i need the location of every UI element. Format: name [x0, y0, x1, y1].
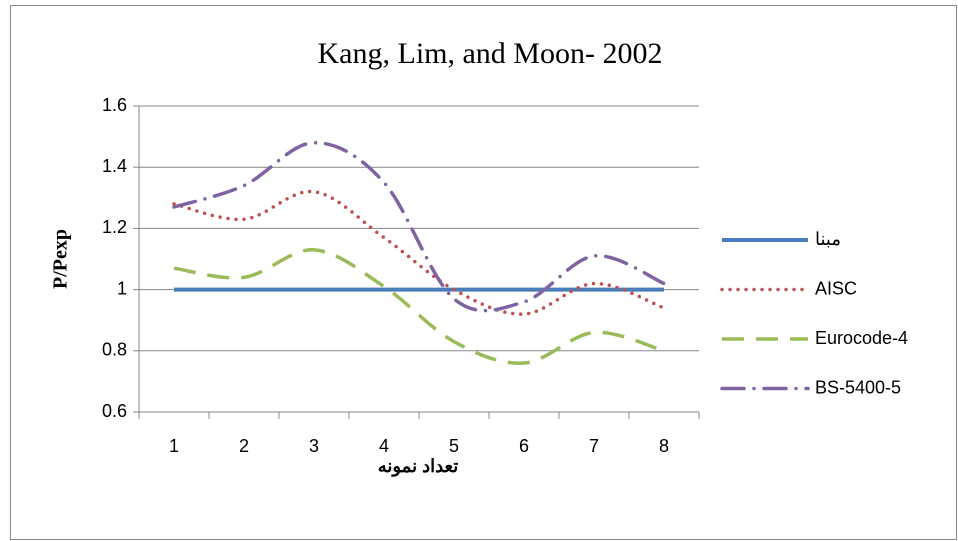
- x-tick-label: 1: [169, 436, 179, 456]
- x-tick-label: 8: [659, 436, 669, 456]
- x-tick-label: 4: [379, 436, 389, 456]
- chart-title: Kang, Lim, and Moon- 2002: [318, 37, 663, 70]
- y-tick-label: 1.4: [102, 156, 127, 176]
- y-axis-label: P/Pexp: [50, 229, 72, 289]
- legend-label: BS-5400-5: [815, 377, 901, 397]
- x-tick-label: 3: [309, 436, 319, 456]
- legend-label: مبنا: [815, 229, 841, 249]
- x-tick-label: 7: [589, 436, 599, 456]
- x-tick-label: 2: [239, 436, 249, 456]
- y-tick-label: 0.6: [102, 401, 127, 421]
- legend-label: AISC: [815, 278, 857, 298]
- x-tick-label: 5: [449, 436, 459, 456]
- y-tick-label: 1: [117, 278, 127, 298]
- y-tick-label: 1.6: [102, 95, 127, 115]
- x-axis-label: تعداد نمونه: [378, 456, 459, 477]
- y-tick-label: 0.8: [102, 340, 127, 360]
- y-tick-label: 1.2: [102, 217, 127, 237]
- series-line: [173, 248, 665, 365]
- series-line: [172, 189, 666, 316]
- series-line: [172, 140, 666, 313]
- x-tick-label: 6: [519, 436, 529, 456]
- chart-border: [10, 5, 957, 540]
- legend-label: Eurocode-4: [815, 328, 908, 348]
